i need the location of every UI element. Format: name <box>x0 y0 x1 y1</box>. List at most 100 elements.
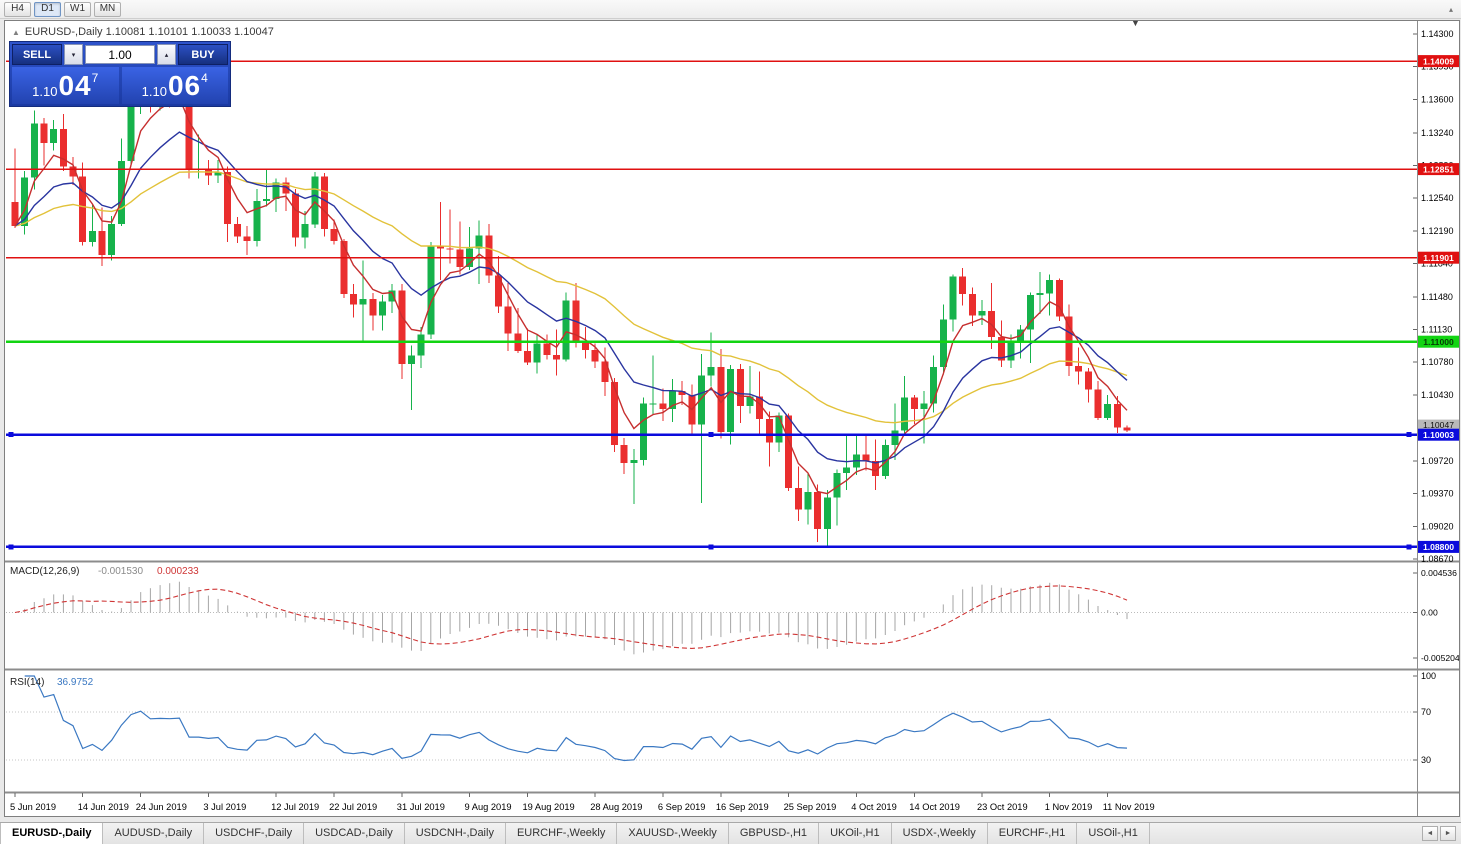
timeframe-h4-button[interactable]: H4 <box>4 1 31 17</box>
tabs-scroll-right-button[interactable]: ► <box>1440 826 1456 841</box>
svg-text:1.09020: 1.09020 <box>1421 521 1454 531</box>
svg-text:14 Jun 2019: 14 Jun 2019 <box>78 802 129 812</box>
svg-text:1.08800: 1.08800 <box>1423 542 1454 552</box>
tab-eurchf-weekly[interactable]: EURCHF-,Weekly <box>506 823 618 844</box>
period-toolbar: H4 D1 W1 MN ▴ <box>0 0 1461 19</box>
svg-text:1.12190: 1.12190 <box>1421 226 1454 236</box>
svg-text:25 Sep 2019: 25 Sep 2019 <box>784 802 837 812</box>
price-badges: 1.10047 1.14009 1.12851 1.11901 1.11000 1.100… <box>1418 55 1459 553</box>
tab-xauusd-weekly[interactable]: XAUUSD-,Weekly <box>617 823 729 844</box>
moving-average-lines <box>14 96 1128 495</box>
bid-price-prefix: 1.10 <box>32 84 58 99</box>
svg-text:12 Jul 2019: 12 Jul 2019 <box>271 802 319 812</box>
hline-handle[interactable] <box>8 432 14 438</box>
macd-signal-line <box>14 585 1128 649</box>
ask-price-big-digits: 06 <box>167 70 202 101</box>
tab-usoil-h1[interactable]: USOil-,H1 <box>1077 823 1150 844</box>
price-axis[interactable]: 1.143001.139501.136001.132401.128901.125… <box>1413 21 1459 816</box>
sell-button[interactable]: SELL <box>12 44 62 65</box>
svg-text:1.11130: 1.11130 <box>1421 325 1452 335</box>
pane-separators <box>5 560 1459 794</box>
svg-text:100: 100 <box>1421 671 1436 681</box>
tab-scroll-controls: ◄ ► <box>1422 826 1461 841</box>
volume-increase-button[interactable]: ▴ <box>157 44 176 65</box>
svg-text:9 Aug 2019: 9 Aug 2019 <box>465 802 512 812</box>
tab-eurusd-daily[interactable]: EURUSD-,Daily <box>0 823 104 844</box>
volume-decrease-button[interactable]: ▾ <box>64 44 83 65</box>
svg-text:0.00: 0.00 <box>1421 608 1438 618</box>
chart-window: MACD(12,26,9) -0.001530 0.000233 RSI(14) 36.… <box>4 18 1460 817</box>
hline-handle[interactable] <box>708 432 714 438</box>
hline-handle[interactable] <box>8 544 14 550</box>
svg-text:11 Nov 2019: 11 Nov 2019 <box>1103 802 1155 812</box>
svg-text:70: 70 <box>1421 707 1431 717</box>
svg-text:RSI(14): RSI(14) <box>10 677 44 688</box>
svg-text:MACD(12,26,9): MACD(12,26,9) <box>10 566 79 577</box>
svg-text:1.09720: 1.09720 <box>1421 456 1454 466</box>
svg-text:31 Jul 2019: 31 Jul 2019 <box>397 802 445 812</box>
rsi-line <box>24 675 1128 762</box>
svg-text:0.000233: 0.000233 <box>157 566 199 577</box>
svg-text:-0.005204: -0.005204 <box>1421 653 1459 663</box>
svg-text:1.10780: 1.10780 <box>1421 357 1454 367</box>
chart-top-arrow-icon[interactable]: ▼ <box>1131 18 1140 28</box>
svg-text:28 Aug 2019: 28 Aug 2019 <box>590 802 642 812</box>
chart-canvas: MACD(12,26,9) -0.001530 0.000233 RSI(14) 36.… <box>5 21 1459 816</box>
volume-input[interactable] <box>85 45 155 64</box>
ask-price-prefix: 1.10 <box>141 84 167 99</box>
chart-title-text: EURUSD-,Daily 1.10081 1.10101 1.10033 1.… <box>24 26 274 38</box>
timeframe-mn-button[interactable]: MN <box>94 1 121 17</box>
svg-text:19 Aug 2019: 19 Aug 2019 <box>523 802 575 812</box>
buy-price-button[interactable]: 1.10 06 4 <box>121 67 228 104</box>
time-axis[interactable]: 5 Jun 2019 14 Jun 2019 24 Jun 2019 3 Jul 20… <box>10 793 1155 812</box>
svg-text:1.10047: 1.10047 <box>1423 420 1454 430</box>
tab-usdx-weekly[interactable]: USDX-,Weekly <box>892 823 988 844</box>
tab-ukoil-h1[interactable]: UKOil-,H1 <box>819 823 892 844</box>
svg-text:1.12540: 1.12540 <box>1421 193 1454 203</box>
svg-text:22 Jul 2019: 22 Jul 2019 <box>329 802 377 812</box>
svg-text:30: 30 <box>1421 755 1431 765</box>
svg-text:1.14009: 1.14009 <box>1423 56 1454 66</box>
svg-text:5 Jun 2019: 5 Jun 2019 <box>10 802 56 812</box>
svg-text:1 Nov 2019: 1 Nov 2019 <box>1045 802 1093 812</box>
chart-tab-strip: EURUSD-,Daily AUDUSD-,Daily USDCHF-,Daily U… <box>0 823 1150 844</box>
svg-text:1.13600: 1.13600 <box>1421 94 1454 104</box>
trade-prices-row: 1.10 04 7 1.10 06 4 <box>12 67 228 104</box>
timeframe-d1-button[interactable]: D1 <box>34 1 61 17</box>
trade-controls-row: SELL ▾ ▴ BUY <box>12 44 228 65</box>
bid-price-pip-digit: 7 <box>91 71 99 85</box>
svg-text:1.14300: 1.14300 <box>1421 29 1454 39</box>
hline-handle[interactable] <box>1406 432 1412 438</box>
svg-text:-0.001530: -0.001530 <box>98 566 143 577</box>
toolbar-up-arrow-icon[interactable]: ▴ <box>1448 4 1453 14</box>
hline-handle[interactable] <box>1406 544 1412 550</box>
tab-eurchf-h1[interactable]: EURCHF-,H1 <box>988 823 1078 844</box>
hline-badge-1.11901 <box>1418 251 1459 264</box>
hline-handle[interactable] <box>708 544 714 550</box>
candlestick-series <box>11 50 1131 548</box>
tabs-scroll-left-button[interactable]: ◄ <box>1422 826 1438 841</box>
tab-audusd-daily[interactable]: AUDUSD-,Daily <box>103 823 205 844</box>
tab-usdchf-daily[interactable]: USDCHF-,Daily <box>204 823 305 844</box>
tab-usdcad-daily[interactable]: USDCAD-,Daily <box>304 823 405 844</box>
oct-collapse-icon[interactable]: ▲ <box>12 27 20 37</box>
one-click-trading-panel: SELL ▾ ▴ BUY 1.10 04 7 1.10 06 4 <box>9 41 231 107</box>
svg-text:14 Oct 2019: 14 Oct 2019 <box>909 802 960 812</box>
svg-text:24 Jun 2019: 24 Jun 2019 <box>136 802 187 812</box>
tab-usdcnh-daily[interactable]: USDCNH-,Daily <box>405 823 506 844</box>
svg-text:1.12851: 1.12851 <box>1423 164 1454 174</box>
hline-badge-1.12851 <box>1418 163 1459 176</box>
tab-gbpusd-h1[interactable]: GBPUSD-,H1 <box>729 823 820 844</box>
svg-text:3 Jul 2019: 3 Jul 2019 <box>203 802 246 812</box>
macd-pane: MACD(12,26,9) -0.001530 0.000233 <box>6 566 1417 655</box>
svg-text:1.11000: 1.11000 <box>1423 337 1454 347</box>
ma-mid-blue-line <box>14 131 1128 464</box>
svg-text:1.09370: 1.09370 <box>1421 489 1454 499</box>
horizontal-line-objects[interactable] <box>6 60 1417 550</box>
timeframe-w1-button[interactable]: W1 <box>64 1 91 17</box>
hline-badge-1.08800 <box>1418 540 1459 553</box>
sell-price-button[interactable]: 1.10 04 7 <box>12 67 119 104</box>
hline-badge-1.11000 <box>1418 335 1459 348</box>
bid-price-big-digits: 04 <box>58 70 92 101</box>
buy-button[interactable]: BUY <box>178 44 228 65</box>
